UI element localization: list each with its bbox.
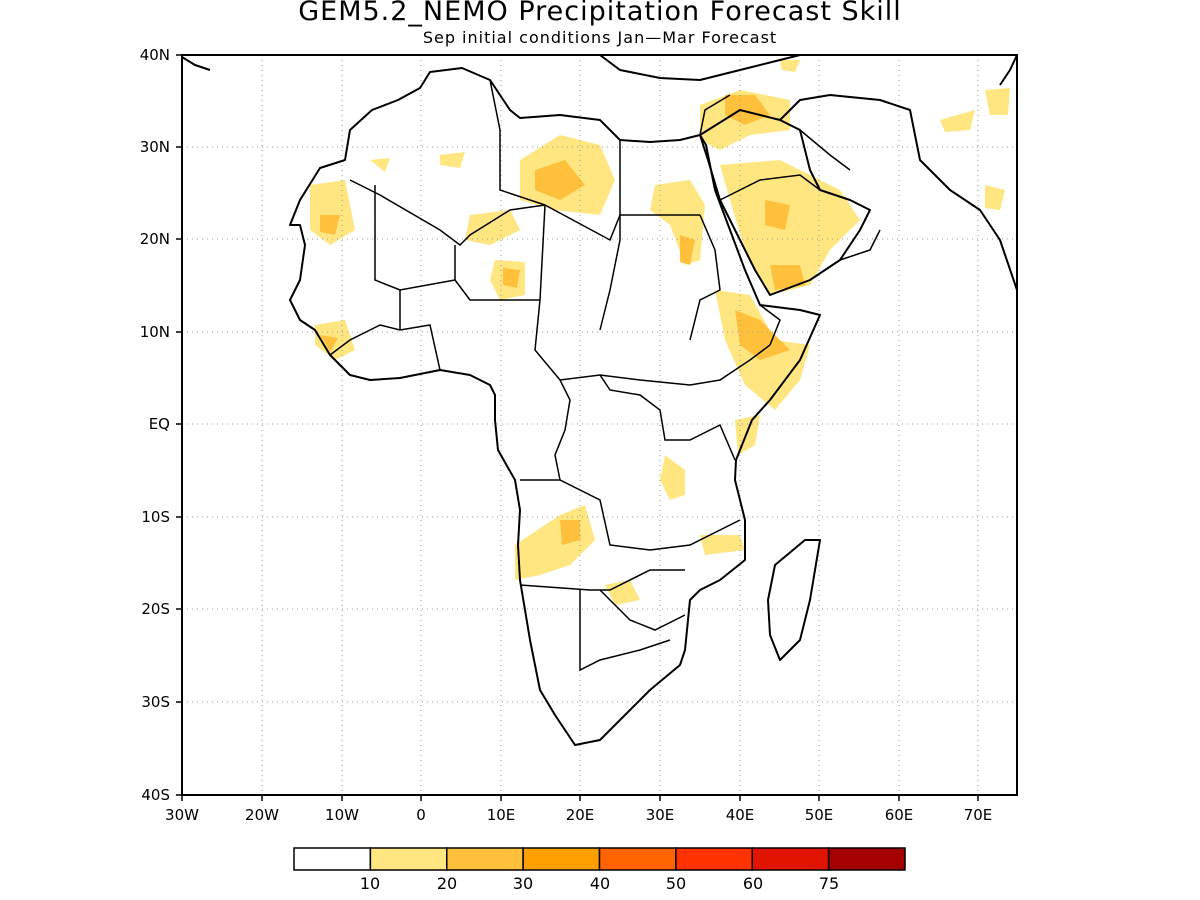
lon-label: 30E xyxy=(646,806,675,824)
lat-label: 20N xyxy=(140,230,170,248)
colorbar-box xyxy=(675,847,753,871)
colorbar-label: 50 xyxy=(666,874,686,893)
colorbar-box xyxy=(751,847,830,871)
lon-label: 60E xyxy=(885,806,914,824)
colorbar-label: 30 xyxy=(513,874,533,893)
colorbar-box xyxy=(293,847,372,871)
colorbar-boxes xyxy=(293,847,906,871)
lat-label: 10S xyxy=(141,508,170,526)
skill-shading xyxy=(310,60,1010,605)
tick-marks xyxy=(176,54,979,801)
map-subtitle: Sep initial conditions Jan—Mar Forecast xyxy=(422,28,778,47)
lat-labels: 40N 30N 20N 10N EQ 10S 20S 30S 40S xyxy=(140,46,170,804)
colorbar-label: 10 xyxy=(360,874,380,893)
lat-label: EQ xyxy=(149,415,170,433)
lon-label: 20E xyxy=(566,806,595,824)
lon-label: 10W xyxy=(325,806,359,824)
colorbar: 10 20 30 40 50 60 75 xyxy=(293,847,906,893)
lat-label: 20S xyxy=(141,600,170,618)
lat-label: 10N xyxy=(140,323,170,341)
lon-labels: 30W 20W 10W 0 10E 20E 30E 40E 50E 60E 70… xyxy=(165,806,992,824)
lon-label: 10E xyxy=(487,806,516,824)
country-borders xyxy=(329,79,881,672)
lon-label: 30W xyxy=(165,806,199,824)
lat-label: 40N xyxy=(140,46,170,64)
lat-lon-grid xyxy=(182,55,1017,795)
lon-label: 40E xyxy=(726,806,755,824)
lat-label: 40S xyxy=(141,786,170,804)
map-frame xyxy=(181,54,1018,796)
colorbar-label: 40 xyxy=(590,874,610,893)
lon-label: 20W xyxy=(245,806,279,824)
colorbar-box xyxy=(827,847,906,871)
colorbar-box xyxy=(522,847,601,871)
lon-label: 0 xyxy=(416,806,426,824)
colorbar-box xyxy=(446,847,524,871)
colorbar-box xyxy=(598,847,677,871)
coastlines xyxy=(181,54,1018,746)
colorbar-box xyxy=(369,847,448,871)
colorbar-label: 60 xyxy=(743,874,763,893)
colorbar-labels: 10 20 30 40 50 60 75 xyxy=(360,874,839,893)
lat-label: 30N xyxy=(140,138,170,156)
lon-label: 50E xyxy=(805,806,834,824)
colorbar-label: 75 xyxy=(819,874,839,893)
map-title: GEM5.2_NEMO Precipitation Forecast Skill xyxy=(298,0,902,27)
colorbar-label: 20 xyxy=(437,874,457,893)
lat-label: 30S xyxy=(141,693,170,711)
lon-label: 70E xyxy=(964,806,993,824)
